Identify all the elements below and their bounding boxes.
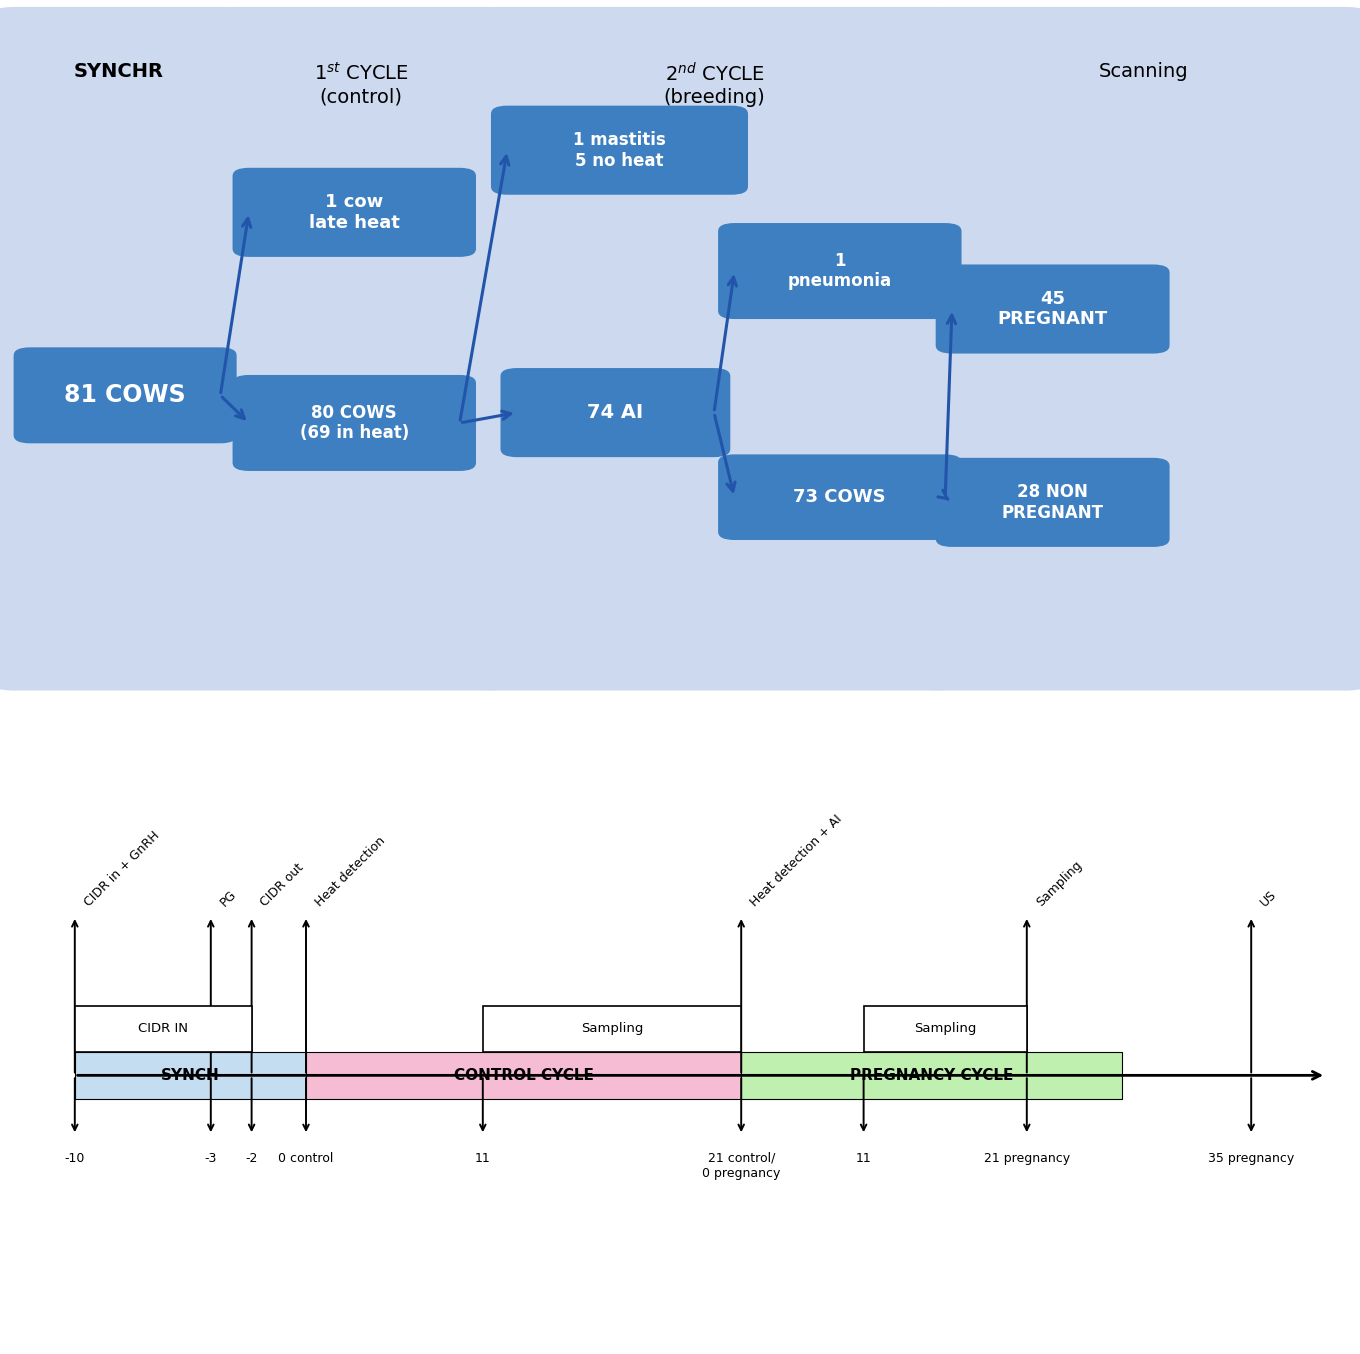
Bar xyxy=(75,1006,252,1052)
FancyBboxPatch shape xyxy=(233,168,476,257)
FancyBboxPatch shape xyxy=(491,106,748,195)
Text: SYNCHR: SYNCHR xyxy=(73,62,165,81)
Bar xyxy=(306,1052,741,1098)
Text: 35 pregnancy: 35 pregnancy xyxy=(1208,1152,1295,1164)
Text: 11: 11 xyxy=(855,1152,872,1164)
Text: 73 COWS: 73 COWS xyxy=(793,489,887,506)
Text: 21 control/
0 pregnancy: 21 control/ 0 pregnancy xyxy=(702,1152,781,1179)
Text: -2: -2 xyxy=(245,1152,258,1164)
FancyBboxPatch shape xyxy=(718,455,962,540)
Text: US: US xyxy=(1258,888,1280,910)
Text: PG: PG xyxy=(218,888,239,910)
Text: 0 control: 0 control xyxy=(279,1152,333,1164)
FancyBboxPatch shape xyxy=(718,223,962,320)
FancyBboxPatch shape xyxy=(466,7,963,691)
Bar xyxy=(741,1052,1122,1098)
Text: CIDR in + GnRH: CIDR in + GnRH xyxy=(82,829,162,910)
FancyBboxPatch shape xyxy=(233,375,476,471)
FancyBboxPatch shape xyxy=(936,264,1170,353)
Bar xyxy=(864,1006,1027,1052)
Text: 81 COWS: 81 COWS xyxy=(64,383,186,408)
Text: Sampling: Sampling xyxy=(914,1022,976,1036)
Text: 28 NON
PREGNANT: 28 NON PREGNANT xyxy=(1001,483,1103,521)
Text: CIDR IN: CIDR IN xyxy=(139,1022,188,1036)
Text: 2$^{nd}$ CYCLE
(breeding): 2$^{nd}$ CYCLE (breeding) xyxy=(664,62,766,107)
Text: 1
pneumonia: 1 pneumonia xyxy=(787,252,892,291)
Text: 1$^{st}$ CYCLE
(control): 1$^{st}$ CYCLE (control) xyxy=(314,62,408,106)
Text: PREGNANCY CYCLE: PREGNANCY CYCLE xyxy=(850,1068,1013,1083)
Text: Scanning: Scanning xyxy=(1099,62,1189,81)
Text: Heat detection + AI: Heat detection + AI xyxy=(748,812,845,910)
Text: CIDR out: CIDR out xyxy=(258,861,306,910)
FancyBboxPatch shape xyxy=(0,7,252,691)
Bar xyxy=(483,1006,741,1052)
FancyBboxPatch shape xyxy=(914,7,1360,691)
Text: SYNCH: SYNCH xyxy=(160,1068,220,1083)
Text: 1 mastitis
5 no heat: 1 mastitis 5 no heat xyxy=(573,131,666,169)
Text: 21 pregnancy: 21 pregnancy xyxy=(983,1152,1070,1164)
FancyBboxPatch shape xyxy=(500,368,730,458)
Text: -10: -10 xyxy=(65,1152,84,1164)
FancyBboxPatch shape xyxy=(208,7,514,691)
FancyBboxPatch shape xyxy=(936,458,1170,547)
FancyBboxPatch shape xyxy=(14,348,237,443)
Text: 45
PREGNANT: 45 PREGNANT xyxy=(997,290,1108,329)
Text: Sampling: Sampling xyxy=(1034,858,1084,910)
Bar xyxy=(75,1052,306,1098)
Text: 11: 11 xyxy=(475,1152,491,1164)
Text: 1 cow
late heat: 1 cow late heat xyxy=(309,192,400,232)
Text: Heat detection: Heat detection xyxy=(313,834,388,910)
Text: 80 COWS
(69 in heat): 80 COWS (69 in heat) xyxy=(299,403,409,443)
Text: -3: -3 xyxy=(204,1152,218,1164)
Text: CONTROL CYCLE: CONTROL CYCLE xyxy=(454,1068,593,1083)
Text: 74 AI: 74 AI xyxy=(588,403,643,422)
Text: Sampling: Sampling xyxy=(581,1022,643,1036)
